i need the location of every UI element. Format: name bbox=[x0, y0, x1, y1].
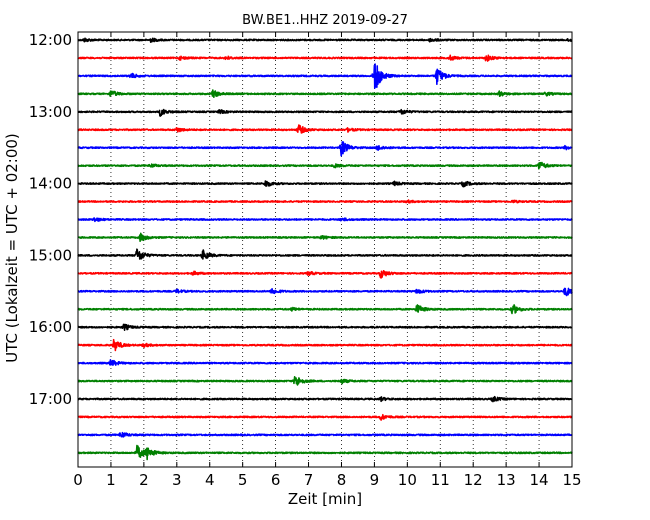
trace-1630 bbox=[77, 359, 573, 366]
x-tick-label: 15 bbox=[562, 471, 581, 489]
y-tick-label: 16:00 bbox=[29, 318, 72, 336]
trace-1245 bbox=[77, 89, 573, 99]
trace-1230 bbox=[77, 63, 573, 89]
x-tick-label: 6 bbox=[271, 471, 281, 489]
trace-1200 bbox=[77, 37, 573, 43]
x-tick-label: 9 bbox=[370, 471, 380, 489]
x-tick-label: 7 bbox=[304, 471, 314, 489]
trace-1415 bbox=[77, 199, 573, 204]
trace-1700 bbox=[77, 395, 573, 403]
x-tick-label: 5 bbox=[238, 471, 248, 489]
trace-1545 bbox=[77, 304, 573, 315]
trace-1730 bbox=[77, 431, 573, 438]
x-tick-label: 3 bbox=[172, 471, 182, 489]
x-axis-ticks: 0 1 2 3 4 5 6 7 8 9 10 11 12 13 14 15 bbox=[73, 32, 582, 489]
plot-frame bbox=[77, 31, 573, 468]
x-tick-label: 10 bbox=[398, 471, 417, 489]
trace-1530 bbox=[77, 287, 573, 297]
x-axis-label: Zeit [min] bbox=[288, 490, 362, 508]
trace-1215 bbox=[77, 54, 573, 62]
trace-1345 bbox=[77, 161, 573, 170]
grid-lines bbox=[110, 32, 540, 467]
trace-1745 bbox=[77, 444, 573, 461]
trace-1600 bbox=[77, 323, 573, 331]
trace-1615 bbox=[77, 338, 573, 352]
x-tick-label: 1 bbox=[106, 471, 116, 489]
y-tick-label: 15:00 bbox=[29, 246, 72, 264]
x-tick-label: 13 bbox=[497, 471, 516, 489]
x-tick-label: 14 bbox=[530, 471, 549, 489]
trace-1515 bbox=[77, 270, 573, 279]
y-tick-label: 12:00 bbox=[29, 31, 72, 49]
y-tick-label: 14:00 bbox=[29, 175, 72, 193]
trace-rows bbox=[77, 37, 573, 461]
trace-1400 bbox=[77, 180, 573, 188]
x-tick-label: 12 bbox=[464, 471, 483, 489]
y-axis-ticks: 12:00 13:00 14:00 15:00 16:00 17:00 bbox=[29, 31, 572, 408]
x-tick-label: 11 bbox=[431, 471, 450, 489]
trace-1430 bbox=[77, 217, 573, 223]
y-axis-label: UTC (Lokalzeit = UTC + 02:00) bbox=[3, 133, 21, 363]
x-tick-label: 4 bbox=[205, 471, 215, 489]
trace-1500 bbox=[77, 248, 573, 260]
trace-1300 bbox=[77, 108, 573, 117]
y-tick-label: 13:00 bbox=[29, 103, 72, 121]
x-tick-label: 0 bbox=[73, 471, 83, 489]
trace-1315 bbox=[77, 124, 573, 134]
trace-1330 bbox=[77, 141, 573, 157]
x-tick-label: 2 bbox=[139, 471, 149, 489]
x-tick-label: 8 bbox=[337, 471, 347, 489]
y-tick-label: 17:00 bbox=[29, 390, 72, 408]
chart-title: BW.BE1..HHZ 2019-09-27 bbox=[242, 13, 408, 28]
trace-1715 bbox=[77, 413, 573, 421]
trace-1445 bbox=[77, 232, 573, 243]
trace-1645 bbox=[77, 375, 573, 386]
